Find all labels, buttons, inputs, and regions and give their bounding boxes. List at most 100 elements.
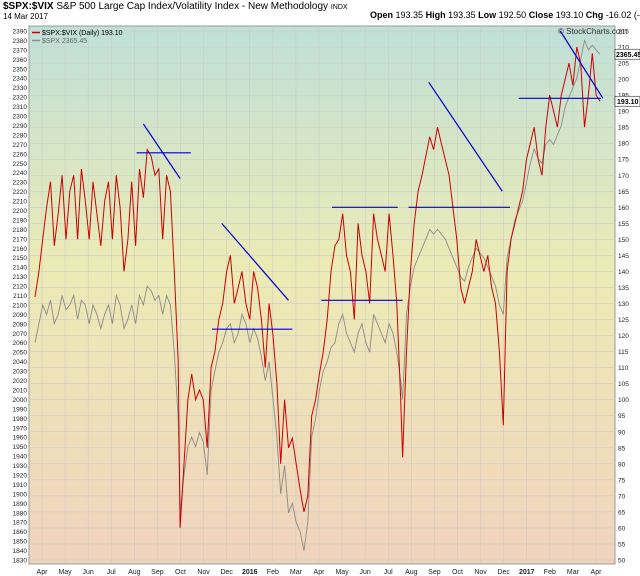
right-tick-label: 85 [618, 445, 626, 452]
right-tick-label: 135 [618, 285, 629, 292]
low-value: 192.50 [498, 10, 527, 20]
x-tick-label: May [335, 569, 349, 576]
left-tick-label: 2040 [13, 359, 28, 366]
left-tick-label: 2320 [13, 95, 28, 102]
left-tick-label: 2180 [13, 227, 28, 234]
left-tick-label: 2020 [13, 378, 28, 385]
left-tick-label: 2100 [13, 302, 28, 309]
series-line-spx-vix [34, 46, 601, 528]
x-tick-label: Apr [591, 569, 603, 576]
left-tick-label: 2080 [13, 321, 28, 328]
left-tick-label: 2070 [13, 331, 28, 338]
left-tick-label: 2240 [13, 170, 28, 177]
right-last-value-label: 193.10 [617, 99, 639, 106]
left-tick-label: 2170 [13, 236, 28, 243]
chart-description: S&P 500 Large Cap Index/Volatility Index… [56, 1, 329, 12]
chart-symbol: $SPX:$VIX [3, 1, 54, 12]
x-tick-label: Jul [384, 569, 393, 576]
left-tick-label: 2120 [13, 284, 28, 291]
chg-value: -16.02 (-7.66%) [605, 10, 640, 20]
x-tick-label: Dec [220, 569, 233, 576]
plot-background [28, 25, 616, 565]
left-tick-label: 2310 [13, 104, 28, 111]
x-tick-label: Nov [197, 569, 210, 576]
left-tick-label: 1880 [13, 510, 28, 517]
left-tick-label: 1870 [13, 520, 28, 527]
right-tick-label: 170 [618, 173, 629, 180]
left-last-value-box [614, 48, 640, 60]
x-tick-label: Dec [497, 569, 510, 576]
left-tick-label: 2290 [13, 123, 28, 130]
right-tick-label: 65 [618, 509, 626, 516]
left-tick-label: 2270 [13, 142, 28, 149]
right-tick-label: 75 [618, 477, 626, 484]
left-tick-label: 2030 [13, 369, 28, 376]
x-tick-label: Nov [474, 569, 487, 576]
left-tick-label: 2110 [13, 293, 27, 300]
left-tick-label: 2340 [13, 76, 28, 83]
left-tick-label: 2000 [13, 397, 28, 404]
left-tick-label: 2200 [13, 208, 28, 215]
right-tick-label: 55 [618, 541, 626, 548]
x-tick-label: 2016 [242, 569, 258, 576]
left-tick-label: 2390 [13, 29, 28, 36]
series-line-spx [34, 38, 601, 551]
left-tick-label: 2060 [13, 340, 28, 347]
left-tick-label: 1850 [13, 539, 28, 546]
close-label: Close [528, 10, 554, 20]
chart-date: 14 Mar 2017 [3, 12, 48, 21]
x-tick-label: Jun [83, 569, 94, 576]
left-tick-label: 2380 [13, 38, 28, 45]
right-tick-label: 70 [618, 493, 626, 500]
x-tick-label: Mar [567, 569, 580, 576]
left-tick-label: 2360 [13, 57, 28, 64]
left-tick-label: 2190 [13, 217, 28, 224]
high-value: 193.35 [448, 10, 476, 20]
right-tick-label: 200 [618, 77, 629, 84]
close-value: 193.10 [555, 10, 584, 20]
right-tick-label: 115 [618, 349, 629, 356]
left-tick-label: 2210 [13, 199, 28, 206]
left-tick-label: 2350 [13, 66, 28, 73]
left-tick-label: 2220 [13, 189, 28, 196]
left-tick-label: 1990 [13, 406, 28, 413]
x-tick-label: Oct [452, 569, 463, 576]
left-tick-label: 1970 [13, 425, 28, 432]
right-tick-label: 165 [618, 189, 629, 196]
x-tick-label: Aug [128, 569, 141, 576]
chg-label: Chg [585, 10, 604, 20]
left-tick-label: 2260 [13, 151, 28, 158]
legend-label: $SPX 2365.45 [42, 38, 87, 45]
right-tick-label: 80 [618, 461, 626, 468]
x-tick-label: Aug [405, 569, 418, 576]
right-tick-label: 180 [618, 141, 629, 148]
left-tick-label: 2230 [13, 180, 28, 187]
left-last-value-label: 2365.45 [616, 52, 640, 59]
left-tick-label: 1980 [13, 416, 28, 423]
left-tick-label: 1910 [13, 482, 28, 489]
left-tick-label: 2010 [13, 387, 28, 394]
x-tick-label: Jul [107, 569, 116, 576]
x-tick-label: Oct [175, 569, 186, 576]
left-tick-label: 2140 [13, 265, 28, 272]
right-tick-label: 105 [618, 381, 629, 388]
left-tick-label: 1940 [13, 454, 28, 461]
trendline [142, 123, 181, 179]
x-tick-label: May [58, 569, 72, 576]
x-tick-label: Feb [267, 569, 279, 576]
left-tick-label: 2280 [13, 132, 28, 139]
x-tick-label: Feb [544, 569, 556, 576]
x-tick-label: Sep [428, 569, 441, 576]
left-tick-label: 2050 [13, 350, 28, 357]
right-tick-label: 175 [618, 157, 629, 164]
trendline [221, 222, 289, 301]
trendline [428, 81, 503, 192]
right-tick-label: 150 [618, 237, 629, 244]
left-tick-label: 1830 [13, 558, 28, 565]
chart-exchange: INDX [330, 4, 348, 11]
x-tick-label: Mar [290, 569, 303, 576]
left-tick-label: 1920 [13, 472, 28, 479]
right-tick-label: 210 [618, 45, 629, 52]
right-tick-label: 185 [618, 125, 629, 132]
